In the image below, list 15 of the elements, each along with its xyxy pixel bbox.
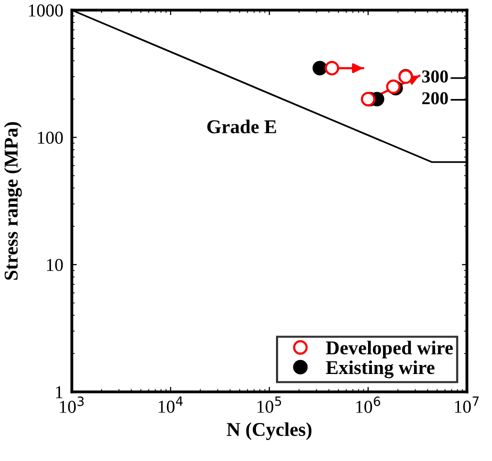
x-axis-title: N (Cycles): [226, 422, 312, 440]
x-tick-label: 10$^{4}$: [158, 396, 183, 413]
x-tick-label: 10$^{7}$: [455, 396, 479, 413]
y-tick-label: 100: [38, 132, 63, 144]
annotation: 300: [422, 70, 448, 83]
annotation: Grade E: [207, 120, 276, 134]
y-axis-title: Stress range (MPa): [4, 122, 22, 280]
y-tick-label: 10: [47, 258, 63, 272]
legend-label: Existing wire: [326, 360, 434, 378]
y-tick-label: 1: [56, 386, 62, 398]
x-tick-label: 10$^{6}$: [356, 396, 380, 413]
y-tick-label: 1000: [28, 4, 63, 17]
x-tick-label: 10$^{5}$: [258, 396, 282, 413]
annotation: 200: [422, 92, 448, 104]
legend-label: Developed wire: [326, 340, 453, 358]
